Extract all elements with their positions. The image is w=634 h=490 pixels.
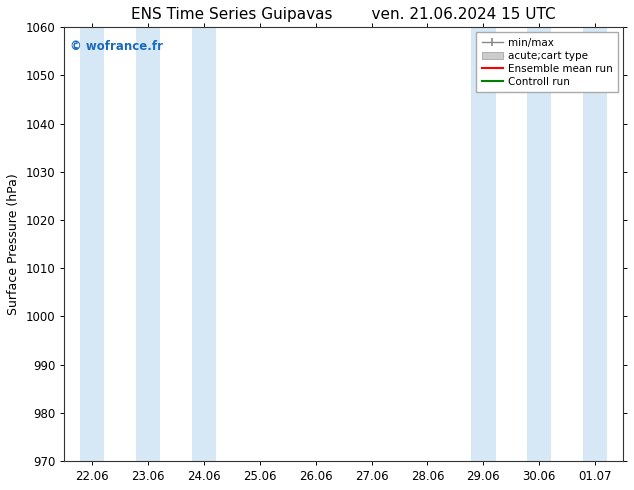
Y-axis label: Surface Pressure (hPa): Surface Pressure (hPa) <box>7 173 20 315</box>
Bar <box>136 27 160 461</box>
Title: ENS Time Series Guipavas        ven. 21.06.2024 15 UTC: ENS Time Series Guipavas ven. 21.06.2024… <box>131 7 556 22</box>
Bar <box>527 27 552 461</box>
Bar <box>583 27 607 461</box>
Bar <box>471 27 496 461</box>
Bar <box>191 27 216 461</box>
Text: © wofrance.fr: © wofrance.fr <box>70 40 163 53</box>
Bar <box>80 27 105 461</box>
Legend: min/max, acute;cart type, Ensemble mean run, Controll run: min/max, acute;cart type, Ensemble mean … <box>477 32 618 92</box>
